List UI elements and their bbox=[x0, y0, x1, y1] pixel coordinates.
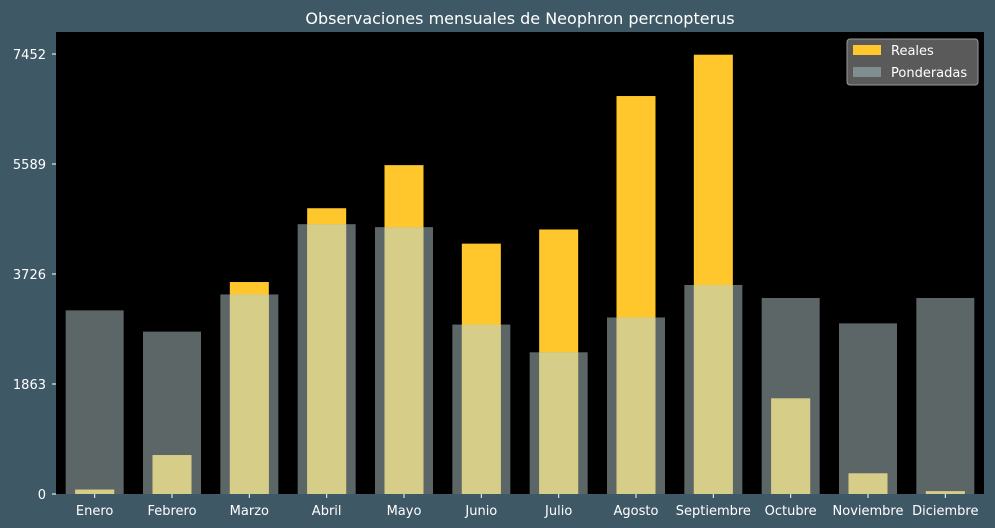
bar-overlap-mayo bbox=[384, 227, 424, 494]
bar-overlap-abril bbox=[307, 224, 347, 495]
x-tick-label-noviembre: Noviembre bbox=[833, 504, 904, 519]
x-tick-label-octubre: Octubre bbox=[765, 504, 817, 519]
plot-area bbox=[56, 32, 984, 494]
bar-overlap-agosto bbox=[616, 317, 656, 494]
x-tick-label-diciembre: Diciembre bbox=[912, 504, 978, 519]
x-tick-label-marzo: Marzo bbox=[230, 504, 269, 519]
y-tick-label-3726: 3726 bbox=[13, 268, 46, 283]
y-tick-label-1863: 1863 bbox=[13, 378, 46, 393]
bar-overlap-noviembre bbox=[848, 473, 888, 494]
bar-overlap-diciembre bbox=[925, 491, 965, 494]
x-tick-label-junio: Junio bbox=[464, 504, 497, 519]
bar-overlap-septiembre bbox=[693, 284, 733, 494]
legend-swatch-reales bbox=[853, 45, 881, 55]
x-tick-label-julio: Julio bbox=[544, 504, 572, 519]
x-tick-label-agosto: Agosto bbox=[614, 504, 659, 519]
bar-overlap-febrero bbox=[152, 455, 192, 494]
bar-overlap-octubre bbox=[771, 398, 811, 494]
x-tick-label-abril: Abril bbox=[312, 504, 342, 519]
x-tick-label-enero: Enero bbox=[76, 504, 114, 519]
bar-ponderadas-diciembre bbox=[916, 297, 975, 494]
bar-ponderadas-enero bbox=[65, 310, 124, 494]
y-tick-label-0: 0 bbox=[38, 488, 46, 503]
y-tick-label-7452: 7452 bbox=[13, 48, 46, 63]
bar-overlap-julio bbox=[539, 352, 579, 494]
bar-overlap-marzo bbox=[229, 294, 269, 494]
axes-layer: Enero Febrero Marzo Abril Mayo Junio Julio Agos… bbox=[13, 48, 979, 519]
bar-overlap-enero bbox=[75, 489, 115, 494]
bars-layer bbox=[65, 54, 975, 495]
chart-title: Observaciones mensuales de Neophron perc… bbox=[305, 9, 734, 28]
x-tick-label-septiembre: Septiembre bbox=[676, 504, 751, 519]
legend: Reales Ponderadas bbox=[846, 38, 979, 86]
x-tick-label-febrero: Febrero bbox=[147, 504, 196, 519]
legend-label-reales: Reales bbox=[891, 44, 934, 59]
x-tick-label-mayo: Mayo bbox=[387, 504, 422, 519]
bar-ponderadas-noviembre bbox=[839, 323, 897, 494]
bar-overlap-junio bbox=[461, 324, 501, 494]
legend-swatch-ponderadas bbox=[853, 67, 881, 77]
legend-label-ponderadas: Ponderadas bbox=[891, 66, 967, 81]
y-tick-label-5589: 5589 bbox=[13, 158, 46, 173]
